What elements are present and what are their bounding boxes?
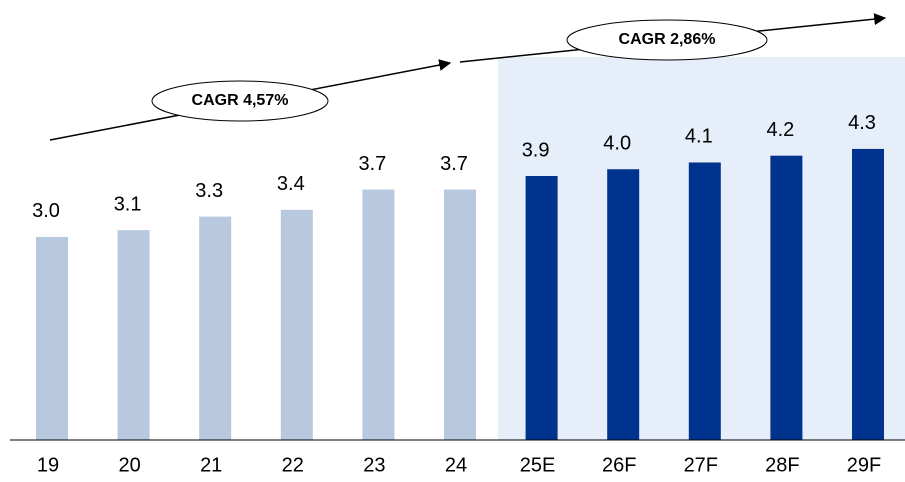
data-label: 4.2 bbox=[766, 119, 794, 141]
bar bbox=[117, 230, 150, 440]
data-label: 3.4 bbox=[277, 173, 305, 195]
data-label: 3.7 bbox=[358, 153, 386, 175]
x-tick-label: 22 bbox=[282, 454, 304, 476]
x-tick-label: 29F bbox=[847, 454, 881, 476]
x-tick-label: 28F bbox=[765, 454, 799, 476]
x-tick-label: 20 bbox=[118, 454, 140, 476]
bar bbox=[36, 236, 68, 440]
data-label: 3.9 bbox=[522, 139, 550, 161]
data-label: 3.3 bbox=[195, 180, 223, 202]
bar bbox=[525, 176, 558, 440]
x-tick-label: 23 bbox=[363, 454, 385, 476]
annotation-bubble bbox=[566, 19, 768, 61]
data-label: 4.1 bbox=[685, 126, 713, 148]
bar bbox=[770, 155, 803, 440]
bar bbox=[444, 189, 476, 440]
annotation: CAGR 4,57% bbox=[192, 92, 289, 109]
x-tick-label: 19 bbox=[37, 454, 59, 476]
bar bbox=[280, 209, 313, 440]
x-tick-label: 26F bbox=[602, 454, 636, 476]
x-tick-label: 27F bbox=[684, 454, 718, 476]
bar bbox=[688, 162, 721, 440]
x-tick-label: 25E bbox=[520, 454, 556, 476]
data-label: 4.3 bbox=[848, 112, 876, 134]
data-label: 3.7 bbox=[440, 153, 468, 175]
annotation: CAGR 2,86% bbox=[619, 31, 716, 48]
bar bbox=[852, 148, 884, 440]
annotation-bubble bbox=[151, 80, 329, 122]
bar bbox=[362, 189, 395, 440]
bar bbox=[607, 169, 640, 440]
bar bbox=[199, 216, 232, 440]
data-label: 3.0 bbox=[32, 200, 60, 222]
x-tick-label: 21 bbox=[200, 454, 222, 476]
x-tick-label: 24 bbox=[445, 454, 467, 476]
data-label: 3.1 bbox=[114, 193, 142, 215]
data-label: 4.0 bbox=[603, 133, 631, 155]
